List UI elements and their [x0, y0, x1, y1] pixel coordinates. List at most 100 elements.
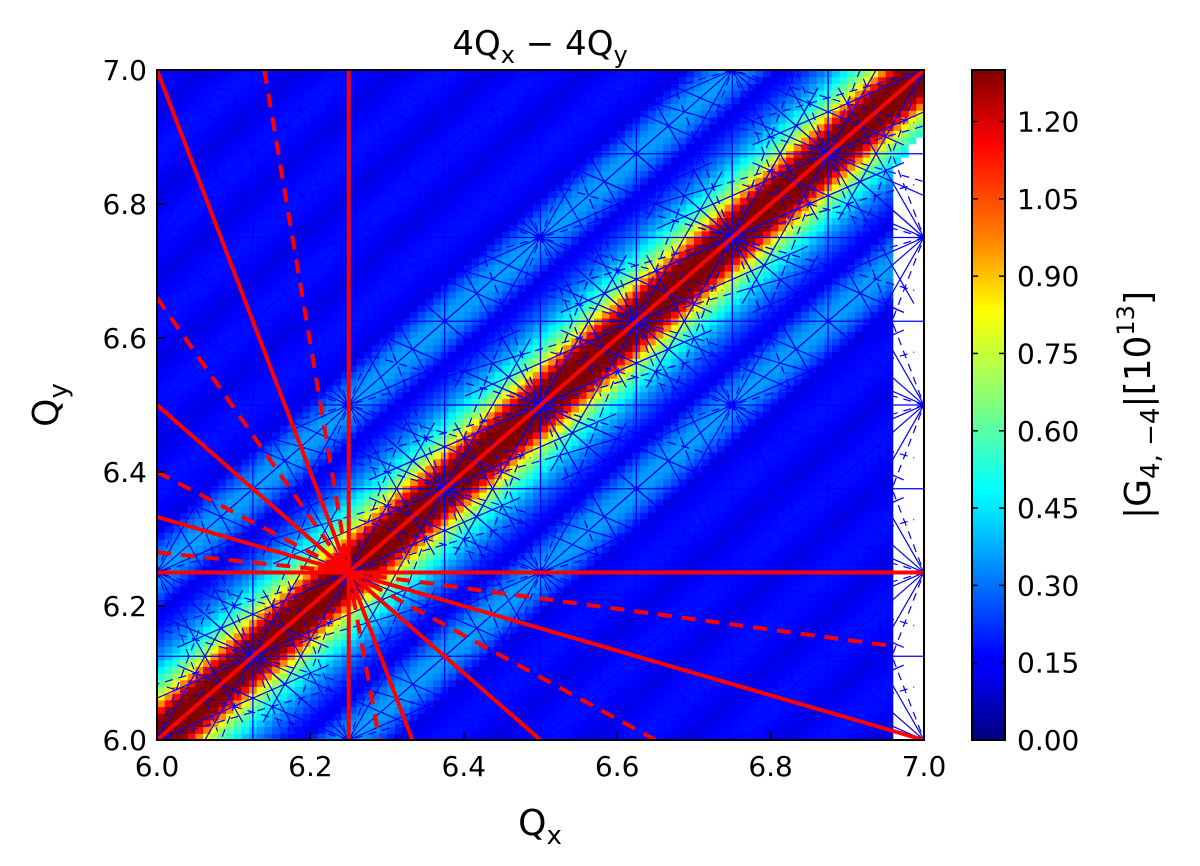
heatmap-cell — [325, 713, 335, 721]
heatmap-cell — [226, 224, 235, 232]
heatmap-cell — [371, 103, 381, 111]
heatmap-cell — [302, 619, 311, 627]
heatmap-cell — [425, 706, 434, 714]
heatmap-cell — [456, 532, 465, 540]
heatmap-cell — [371, 559, 381, 567]
heatmap-cell — [195, 143, 204, 151]
heatmap-cell — [187, 297, 196, 306]
heatmap-cell — [180, 183, 189, 192]
heatmap-cell — [494, 733, 503, 740]
heatmap-cell — [295, 679, 304, 687]
heatmap-cell — [456, 244, 465, 252]
heatmap-cell — [164, 518, 173, 527]
heatmap-cell — [241, 445, 250, 453]
heatmap-cell — [226, 706, 235, 714]
heatmap-cell — [532, 719, 542, 728]
heatmap-cell — [509, 498, 519, 507]
heatmap-cell — [233, 686, 242, 694]
heatmap-cell — [502, 110, 511, 118]
heatmap-cell — [517, 572, 526, 580]
heatmap-cell — [479, 679, 488, 687]
heatmap-cell — [525, 612, 534, 620]
heatmap-cell — [279, 405, 288, 413]
heatmap-cell — [509, 445, 519, 453]
heatmap-cell — [318, 183, 327, 192]
heatmap-cell — [364, 525, 373, 533]
heatmap-cell — [203, 391, 212, 399]
heatmap-cell — [233, 572, 242, 580]
heatmap-cell — [502, 525, 511, 533]
heatmap-cell — [348, 197, 358, 205]
heatmap-cell — [486, 378, 496, 386]
heatmap-cell — [195, 431, 204, 440]
heatmap-cell — [295, 472, 304, 480]
heatmap-cell — [318, 197, 327, 205]
heatmap-cell — [210, 492, 219, 500]
heatmap-cell — [448, 418, 457, 426]
heatmap-cell — [371, 626, 381, 634]
heatmap-cell — [341, 344, 350, 352]
heatmap-cell — [302, 398, 311, 406]
heatmap-cell — [509, 137, 519, 145]
heatmap-cell — [356, 384, 365, 393]
heatmap-cell — [233, 518, 242, 527]
heatmap-cell — [525, 626, 534, 634]
heatmap-cell — [310, 116, 319, 125]
heatmap-cell — [203, 351, 212, 359]
heatmap-cell — [394, 431, 404, 440]
heatmap-cell — [325, 237, 335, 245]
heatmap-cell — [157, 699, 166, 708]
heatmap-cell — [356, 451, 365, 460]
heatmap-cell — [379, 170, 388, 178]
heatmap-cell — [379, 297, 388, 306]
heatmap-cell — [226, 518, 235, 527]
heatmap-cell — [364, 492, 373, 500]
heatmap-cell — [417, 451, 427, 460]
heatmap-cell — [333, 465, 342, 473]
heatmap-cell — [287, 143, 296, 151]
heatmap-cell — [433, 244, 442, 252]
heatmap-cell — [348, 632, 358, 641]
heatmap-cell — [241, 706, 250, 714]
heatmap-cell — [471, 545, 480, 553]
heatmap-cell — [348, 96, 358, 105]
heatmap-cell — [210, 565, 219, 574]
heatmap-cell — [233, 130, 242, 138]
heatmap-cell — [410, 612, 419, 620]
heatmap-cell — [364, 224, 373, 232]
heatmap-cell — [471, 686, 480, 694]
heatmap-cell — [195, 157, 204, 165]
heatmap-cell — [425, 659, 434, 667]
heatmap-cell — [180, 606, 189, 614]
heatmap-cell — [417, 291, 427, 299]
heatmap-cell — [525, 116, 534, 125]
heatmap-cell — [172, 565, 181, 574]
heatmap-cell — [157, 351, 166, 359]
heatmap-cell — [226, 405, 235, 413]
heatmap-cell — [471, 719, 480, 728]
heatmap-cell — [310, 592, 319, 600]
heatmap-cell — [348, 110, 358, 118]
heatmap-cell — [425, 116, 434, 125]
heatmap-cell — [517, 498, 526, 507]
heatmap-cell — [195, 230, 204, 239]
heatmap-cell — [203, 90, 212, 98]
heatmap-cell — [433, 438, 442, 446]
heatmap-cell — [157, 358, 166, 366]
heatmap-cell — [333, 659, 342, 667]
heatmap-cell — [364, 324, 373, 332]
heatmap-cell — [287, 210, 296, 218]
heatmap-cell — [364, 699, 373, 708]
heatmap-cell — [233, 83, 242, 91]
heatmap-cell — [425, 177, 434, 185]
heatmap-cell — [195, 324, 204, 332]
heatmap-cell — [295, 659, 304, 667]
heatmap-cell — [164, 673, 173, 681]
heatmap-cell — [502, 713, 511, 721]
heatmap-cell — [256, 90, 265, 98]
heatmap-cell — [256, 197, 265, 205]
heatmap-cell — [509, 344, 519, 352]
heatmap-cell — [456, 579, 465, 587]
heatmap-cell — [264, 478, 273, 486]
heatmap-cell — [157, 706, 166, 714]
